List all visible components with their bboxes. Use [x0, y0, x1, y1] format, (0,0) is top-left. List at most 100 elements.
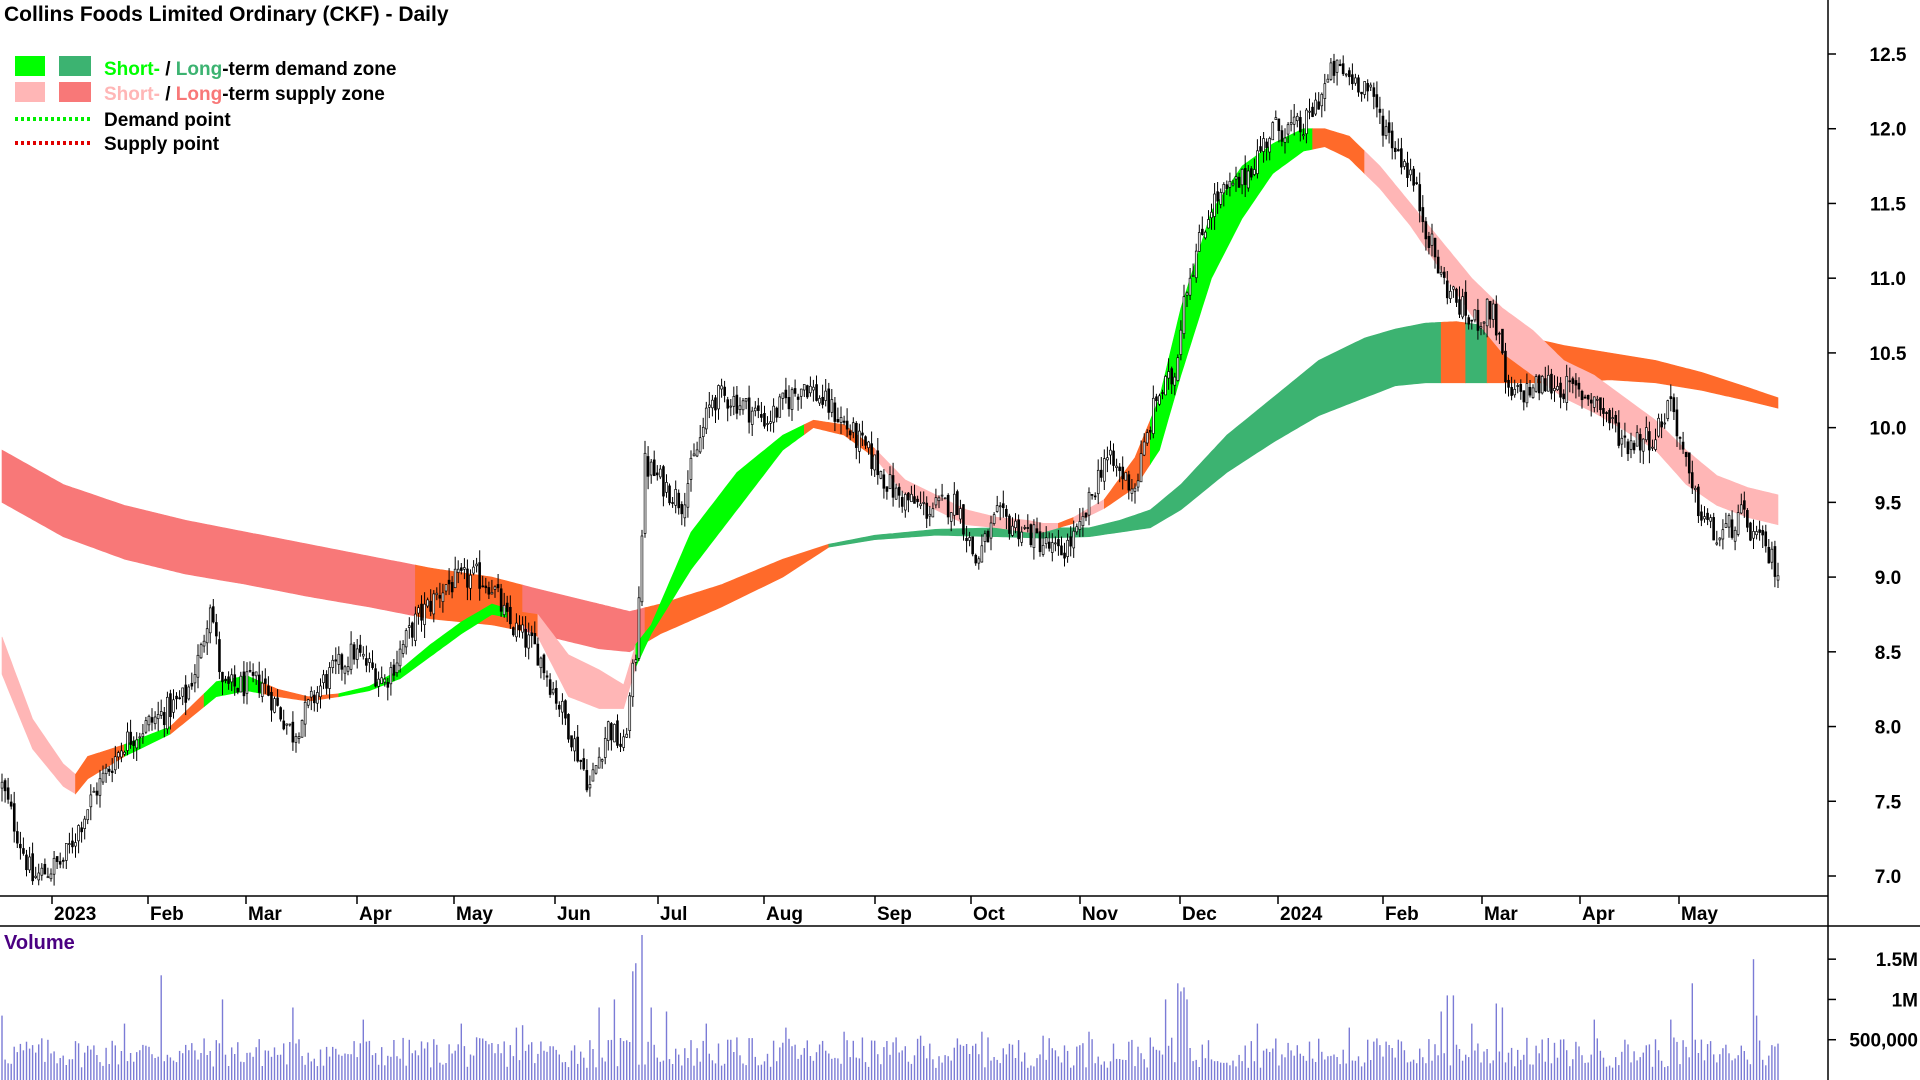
candle: [757, 397, 760, 419]
y-tick-label: 7.0: [1875, 867, 1901, 888]
price-candles: [0, 53, 1780, 886]
candle: [481, 575, 485, 588]
x-tick-label: 2024: [1280, 904, 1323, 925]
candle: [585, 759, 589, 793]
candle: [533, 621, 537, 645]
candle: [1599, 397, 1602, 416]
candle: [1724, 512, 1728, 528]
candle: [1320, 92, 1324, 118]
y-tick-label: 12.5: [1870, 45, 1907, 66]
candle: [316, 686, 319, 712]
candle: [156, 701, 160, 732]
candle: [456, 560, 460, 584]
short-term-contested-zone-segment: [1104, 420, 1151, 509]
candle: [1418, 172, 1422, 223]
candle: [1675, 397, 1679, 447]
candle: [692, 443, 696, 457]
candle: [1663, 413, 1667, 429]
candle: [1317, 92, 1320, 110]
candle: [478, 550, 481, 601]
candle: [1124, 472, 1128, 481]
candle: [144, 716, 148, 734]
candle: [515, 613, 518, 642]
x-tick-label: Dec: [1182, 904, 1217, 925]
candle: [946, 493, 950, 525]
candle: [1152, 385, 1155, 439]
candle: [484, 577, 488, 594]
candle: [215, 613, 218, 645]
candle: [1424, 217, 1428, 251]
candle: [536, 637, 540, 666]
candle: [1207, 210, 1210, 229]
candle: [1167, 358, 1170, 390]
candle: [1504, 342, 1507, 394]
candle: [1121, 456, 1125, 490]
candle: [1164, 374, 1167, 396]
candle: [1608, 408, 1611, 431]
candle: [1020, 526, 1023, 547]
candle: [1375, 81, 1379, 118]
candle: [953, 482, 956, 526]
candle: [750, 406, 754, 436]
candle: [1139, 440, 1143, 483]
candle: [1014, 513, 1017, 534]
candle: [438, 582, 442, 608]
candle: [867, 440, 870, 455]
candle: [1494, 295, 1498, 341]
candle: [1727, 513, 1731, 538]
candle: [276, 689, 279, 707]
candle: [861, 420, 864, 446]
candle: [1240, 168, 1244, 195]
candle: [319, 678, 322, 709]
candle: [527, 622, 530, 660]
candle: [974, 553, 978, 566]
candle: [1648, 421, 1651, 464]
short-term-supply-zone-segment: [1364, 150, 1779, 526]
candle: [1344, 73, 1348, 78]
candle: [178, 690, 181, 700]
candle: [1384, 119, 1388, 140]
candle: [1409, 158, 1412, 182]
candle: [395, 650, 399, 677]
candle: [597, 747, 601, 769]
candle: [1626, 438, 1630, 461]
candle: [1654, 428, 1657, 452]
candle: [349, 631, 353, 675]
candle: [1397, 138, 1400, 152]
candle: [1390, 122, 1394, 160]
candle: [833, 397, 837, 432]
candle: [894, 483, 898, 500]
candle: [358, 634, 362, 657]
candle: [619, 732, 622, 752]
candle: [460, 563, 463, 575]
y-tick-label: 8.5: [1875, 643, 1902, 664]
candle: [530, 625, 534, 648]
candle: [1485, 298, 1489, 338]
candle: [910, 485, 913, 503]
x-tick-label: Jun: [557, 904, 591, 925]
legend-demand-sep: /: [160, 59, 176, 80]
candle: [331, 655, 335, 674]
candle: [622, 729, 625, 752]
candle: [668, 483, 671, 506]
candle: [1201, 216, 1204, 236]
candle: [466, 559, 469, 601]
candle: [940, 483, 944, 501]
short-term-contested-zone-segment: [170, 692, 205, 735]
candle: [1234, 166, 1238, 192]
candle: [432, 590, 436, 623]
candle: [876, 438, 880, 485]
candle: [561, 693, 564, 725]
candle: [3, 778, 7, 803]
candle: [1063, 542, 1066, 567]
candle: [1176, 354, 1180, 382]
candle: [199, 642, 203, 659]
candle: [211, 599, 215, 624]
candle: [1467, 314, 1471, 330]
candle: [1547, 365, 1550, 392]
candle: [714, 395, 717, 423]
candle: [1415, 176, 1418, 185]
candle: [760, 402, 763, 423]
candle: [594, 765, 598, 775]
candle: [637, 586, 641, 661]
